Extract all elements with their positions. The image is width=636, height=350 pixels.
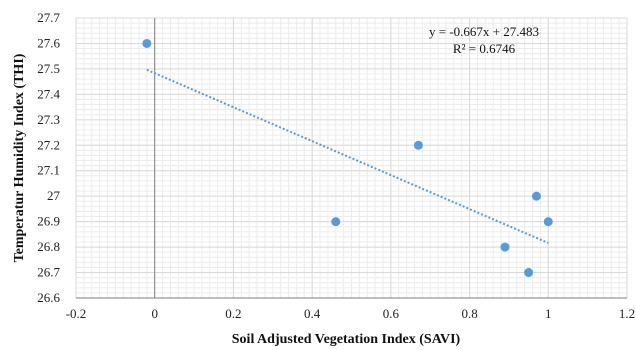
tick-labels: -0.2 0 0.2 0.4 0.6 0.8 1 1.2 26.6 26.7 26.8 26.9 27 2… xyxy=(37,10,635,321)
data-point xyxy=(413,140,423,150)
y-tick-label: 26.7 xyxy=(37,265,60,280)
y-tick-label: 26.8 xyxy=(37,239,60,254)
x-tick-label: 0.6 xyxy=(383,306,400,321)
data-point xyxy=(531,191,541,201)
trendline-equation: y = -0.667x + 27.483 xyxy=(429,24,539,39)
trendline-layer xyxy=(146,68,549,244)
y-tick-label: 27.1 xyxy=(37,163,60,178)
y-axis-title: Temperatur Humidity Index (THI) xyxy=(12,53,27,262)
data-point xyxy=(543,217,553,227)
x-tick-label: 0.4 xyxy=(304,306,321,321)
y-tick-label: 27.2 xyxy=(37,137,60,152)
y-tick-label: 26.9 xyxy=(37,214,60,229)
axes xyxy=(76,18,627,299)
trendline-r-squared: R² = 0.6746 xyxy=(453,41,516,56)
trendline xyxy=(146,68,549,244)
grid xyxy=(75,17,628,299)
x-tick-label: -0.2 xyxy=(66,306,87,321)
x-tick-label: 1.2 xyxy=(619,306,635,321)
x-axis-title: Soil Adjusted Vegetation Index (SAVI) xyxy=(232,332,461,347)
y-tick-label: 27.6 xyxy=(37,35,60,50)
x-tick-label: 0.8 xyxy=(461,306,477,321)
y-tick-label: 27 xyxy=(47,188,61,203)
data-points xyxy=(142,38,553,278)
y-tick-label: 27.3 xyxy=(37,112,60,127)
data-point xyxy=(524,268,534,278)
data-point xyxy=(500,242,510,252)
y-tick-label: 27.5 xyxy=(37,61,60,76)
x-tick-label: 1 xyxy=(545,306,552,321)
data-point xyxy=(142,38,152,48)
data-point xyxy=(331,217,341,227)
y-tick-label: 27.7 xyxy=(37,10,60,25)
y-tick-label: 26.6 xyxy=(37,290,60,305)
x-tick-label: 0.2 xyxy=(225,306,241,321)
x-tick-label: 0 xyxy=(151,306,158,321)
y-tick-label: 27.4 xyxy=(37,86,60,101)
